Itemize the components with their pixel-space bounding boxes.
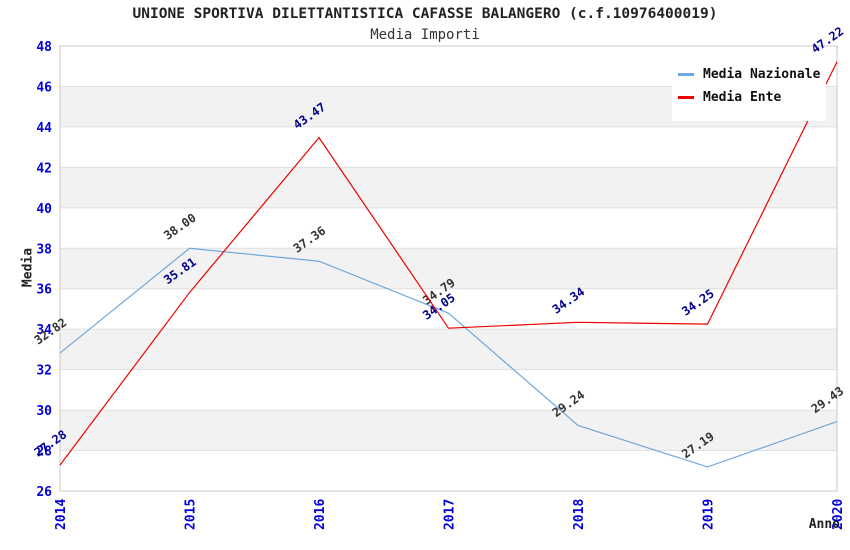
svg-text:2020: 2020	[831, 499, 846, 530]
svg-text:2014: 2014	[54, 499, 69, 530]
svg-text:46: 46	[36, 80, 52, 95]
svg-text:40: 40	[36, 202, 52, 217]
media-nazionale-line-swatch	[678, 73, 694, 76]
svg-text:34: 34	[36, 323, 52, 338]
svg-text:38: 38	[36, 242, 52, 257]
legend-label-media-nazionale: Media Nazionale	[703, 67, 821, 82]
legend: Media Nazionale Media Ente	[672, 57, 826, 121]
svg-text:32: 32	[36, 364, 52, 379]
media-ente-line-swatch	[678, 96, 694, 99]
chart-title: UNIONE SPORTIVA DILETTANTISTICA CAFASSE …	[132, 6, 718, 22]
svg-text:48: 48	[36, 40, 52, 55]
legend-item-media-nazionale: Media Nazionale	[678, 67, 820, 82]
svg-text:26: 26	[36, 485, 52, 500]
chart-subtitle: Media Importi	[370, 27, 480, 43]
svg-text:44: 44	[36, 121, 52, 136]
svg-text:2019: 2019	[702, 499, 717, 530]
legend-label-media-ente: Media Ente	[703, 90, 782, 105]
svg-text:28: 28	[36, 445, 52, 460]
x-axis-label: Anno	[808, 517, 840, 532]
legend-item-media-ente: Media Ente	[678, 90, 820, 105]
svg-text:42: 42	[36, 161, 52, 176]
svg-text:2017: 2017	[443, 499, 458, 530]
svg-text:36: 36	[36, 283, 52, 298]
svg-text:30: 30	[36, 404, 52, 419]
svg-text:2018: 2018	[572, 499, 587, 530]
y-axis-label: Media	[20, 247, 36, 288]
svg-text:2016: 2016	[313, 499, 328, 530]
svg-text:2015: 2015	[184, 499, 199, 530]
